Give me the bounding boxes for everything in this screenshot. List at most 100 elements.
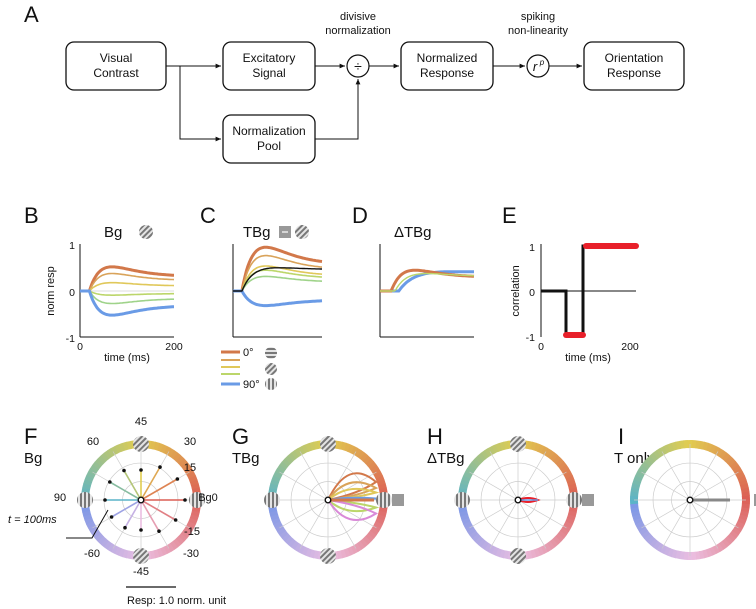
grating-icon: [376, 492, 392, 508]
polar-ring-segment: [526, 440, 533, 450]
grating-icon: [510, 548, 526, 564]
polar-ring-segment: [567, 482, 577, 490]
panel-letter-a: A: [24, 2, 39, 27]
polar-ring-segment: [481, 540, 490, 551]
polar-ring-segment: [114, 444, 122, 454]
polar-ring-segment: [313, 440, 319, 450]
polar-ring-segment: [336, 440, 343, 450]
polar-ring-segment: [373, 471, 383, 479]
polar-ring-segment: [472, 533, 481, 543]
polar-ring-segment: [646, 536, 656, 545]
polar-ring-segment: [705, 442, 713, 452]
polar-ring-segment: [370, 527, 380, 536]
polar-ring-segment: [560, 527, 570, 536]
polar-ring-segment: [350, 445, 358, 456]
polar-ring-segment: [533, 548, 541, 558]
polar-ring-segment: [107, 448, 116, 458]
response-loop: [327, 472, 378, 501]
panel-c-title: TBg: [243, 224, 271, 241]
panel-letter-i: I: [618, 424, 624, 449]
panel-letter-d: D: [352, 203, 368, 228]
polar-ring-segment: [94, 458, 104, 467]
polar-ring-segment: [732, 527, 742, 536]
polar-ring-segment: [488, 544, 496, 555]
polar-ring-segment: [739, 482, 749, 490]
polar-ring-segment: [495, 548, 503, 558]
polar-ring-segment: [298, 544, 306, 555]
polar-ring-segment: [97, 536, 107, 545]
grating-icon: [454, 492, 470, 508]
polar-ring-segment: [343, 442, 351, 452]
polar-ring-segment: [153, 549, 161, 559]
polar-ring-segment: [458, 507, 468, 513]
panel-b-curve: [80, 290, 174, 296]
polar-ring-segment: [537, 546, 545, 556]
polar-ring-segment: [649, 452, 658, 462]
panel-b-ytick-m1: -1: [66, 333, 75, 345]
polar-ring-segment: [480, 450, 489, 460]
polar-ring-segment: [290, 450, 299, 460]
polar-ring-segment: [353, 542, 362, 552]
polar-ring-segment: [340, 441, 347, 451]
polar-ring-segment: [552, 535, 562, 545]
panel-letter-c: C: [200, 203, 216, 228]
polar-ring-segment: [82, 483, 92, 490]
polar-ring-segment: [699, 550, 705, 560]
divisive-label-2: normalization: [325, 25, 390, 37]
polar-ring-segment: [474, 536, 484, 545]
panel-e-ytick-0: 0: [529, 287, 535, 299]
grating-icon: [264, 492, 280, 508]
polar-ring-segment: [277, 527, 287, 536]
response-vector: [140, 478, 178, 501]
vector-tip: [183, 498, 187, 502]
polar-ring-segment: [121, 441, 129, 451]
panel-c-curves: [233, 245, 323, 308]
grating-45deg-icon: [265, 363, 277, 375]
polar-ring-segment: [287, 452, 296, 462]
grating-icon: [77, 492, 93, 508]
polar-ring-segment: [552, 455, 562, 464]
panel-c-curve: [233, 289, 323, 308]
polar-ring-segment: [294, 448, 303, 458]
polar-ring-segment: [495, 442, 503, 452]
polar-ring-segment: [459, 483, 469, 490]
panel-e-xtick-200: 200: [621, 341, 639, 353]
polar-ring-segment: [191, 487, 201, 493]
panel-c-curve: [233, 245, 323, 293]
polar-ring-segment: [462, 471, 473, 480]
polar-ring-segment: [369, 464, 379, 473]
flow-arrows: [166, 63, 582, 142]
polar-ring-segment: [633, 517, 643, 525]
polar-ring-segment: [633, 475, 643, 483]
polar-ring-segment: [660, 544, 668, 555]
polar-ring-segment: [638, 464, 648, 473]
polar-ring-segment: [270, 514, 280, 521]
polar-ring-segment: [477, 538, 487, 548]
angle-60: 60: [87, 436, 99, 448]
scale-label: Resp: 1.0 norm. unit: [127, 595, 226, 607]
polar-ring-segment: [83, 514, 93, 521]
polar-ring-segment: [271, 475, 281, 483]
polar-ring-segment: [546, 449, 555, 460]
polar-origin: [686, 496, 694, 504]
vector-tip: [139, 528, 143, 532]
legend-label-0deg: 0°: [243, 347, 254, 359]
polar-ring-segment: [549, 452, 559, 462]
spiking-label-2: non-linearity: [508, 25, 568, 37]
polar-ring-segment: [373, 520, 384, 529]
panel-d-curves: [380, 268, 475, 293]
box-visual-contrast: Visual Contrast: [65, 41, 167, 91]
response-vector: [111, 499, 142, 518]
polar-ring-segment: [632, 479, 642, 487]
polar-ring-segment: [173, 538, 182, 548]
polar-ring-segment: [557, 530, 567, 539]
polar-ring-segment: [149, 440, 156, 450]
polar-ring-segment: [308, 441, 316, 451]
polar-ring-segment: [709, 546, 717, 556]
grating-bg-icon: [295, 225, 309, 239]
polar-ring-segment: [118, 548, 126, 558]
polar-ring-segment: [279, 530, 289, 539]
grating-icon: [320, 548, 336, 564]
polar-ring-segment: [702, 441, 709, 451]
